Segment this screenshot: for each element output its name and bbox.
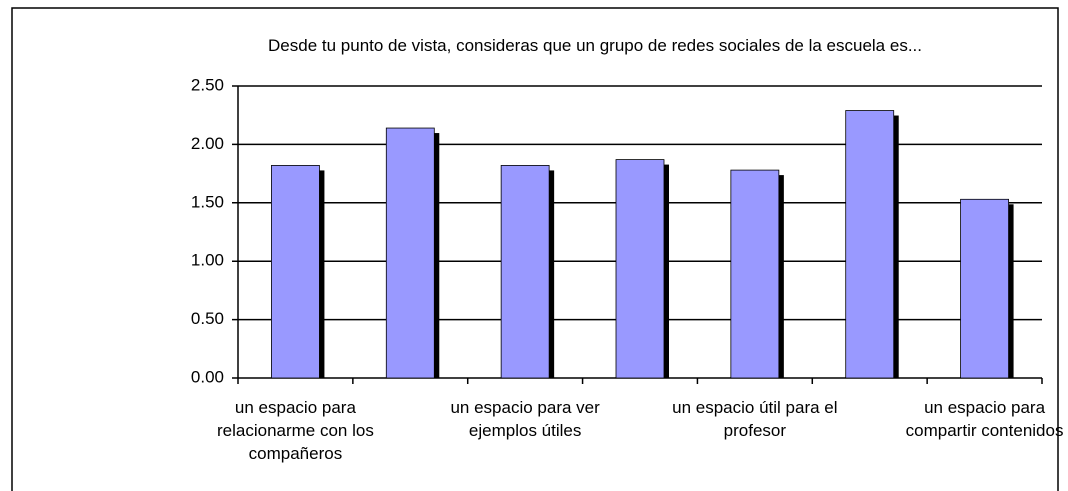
bar	[960, 198, 1009, 379]
x-tick-label: un espacio para relacionarme con los com…	[216, 398, 374, 463]
x-tick-label: un espacio útil para el profesor	[672, 398, 838, 440]
bar	[500, 165, 550, 379]
y-tick-label: 2.50	[191, 75, 224, 94]
bar	[615, 159, 665, 379]
y-tick-label: 0.50	[191, 309, 224, 328]
y-tick-label: 1.00	[191, 251, 224, 270]
x-tick-label: un espacio para compartir contenidos	[905, 398, 1064, 440]
y-tick-label: 2.00	[191, 134, 224, 153]
chart-title: Desde tu punto de vista, consideras que …	[268, 36, 922, 55]
bar	[730, 169, 780, 379]
y-tick-label: 0.00	[191, 367, 224, 386]
bar	[385, 127, 435, 379]
chart-border	[11, 7, 1059, 491]
y-tick-label: 1.50	[191, 192, 224, 211]
bar	[845, 110, 895, 379]
bar	[271, 165, 320, 379]
x-tick-label: un espacio para ver ejemplos útiles	[450, 398, 600, 440]
